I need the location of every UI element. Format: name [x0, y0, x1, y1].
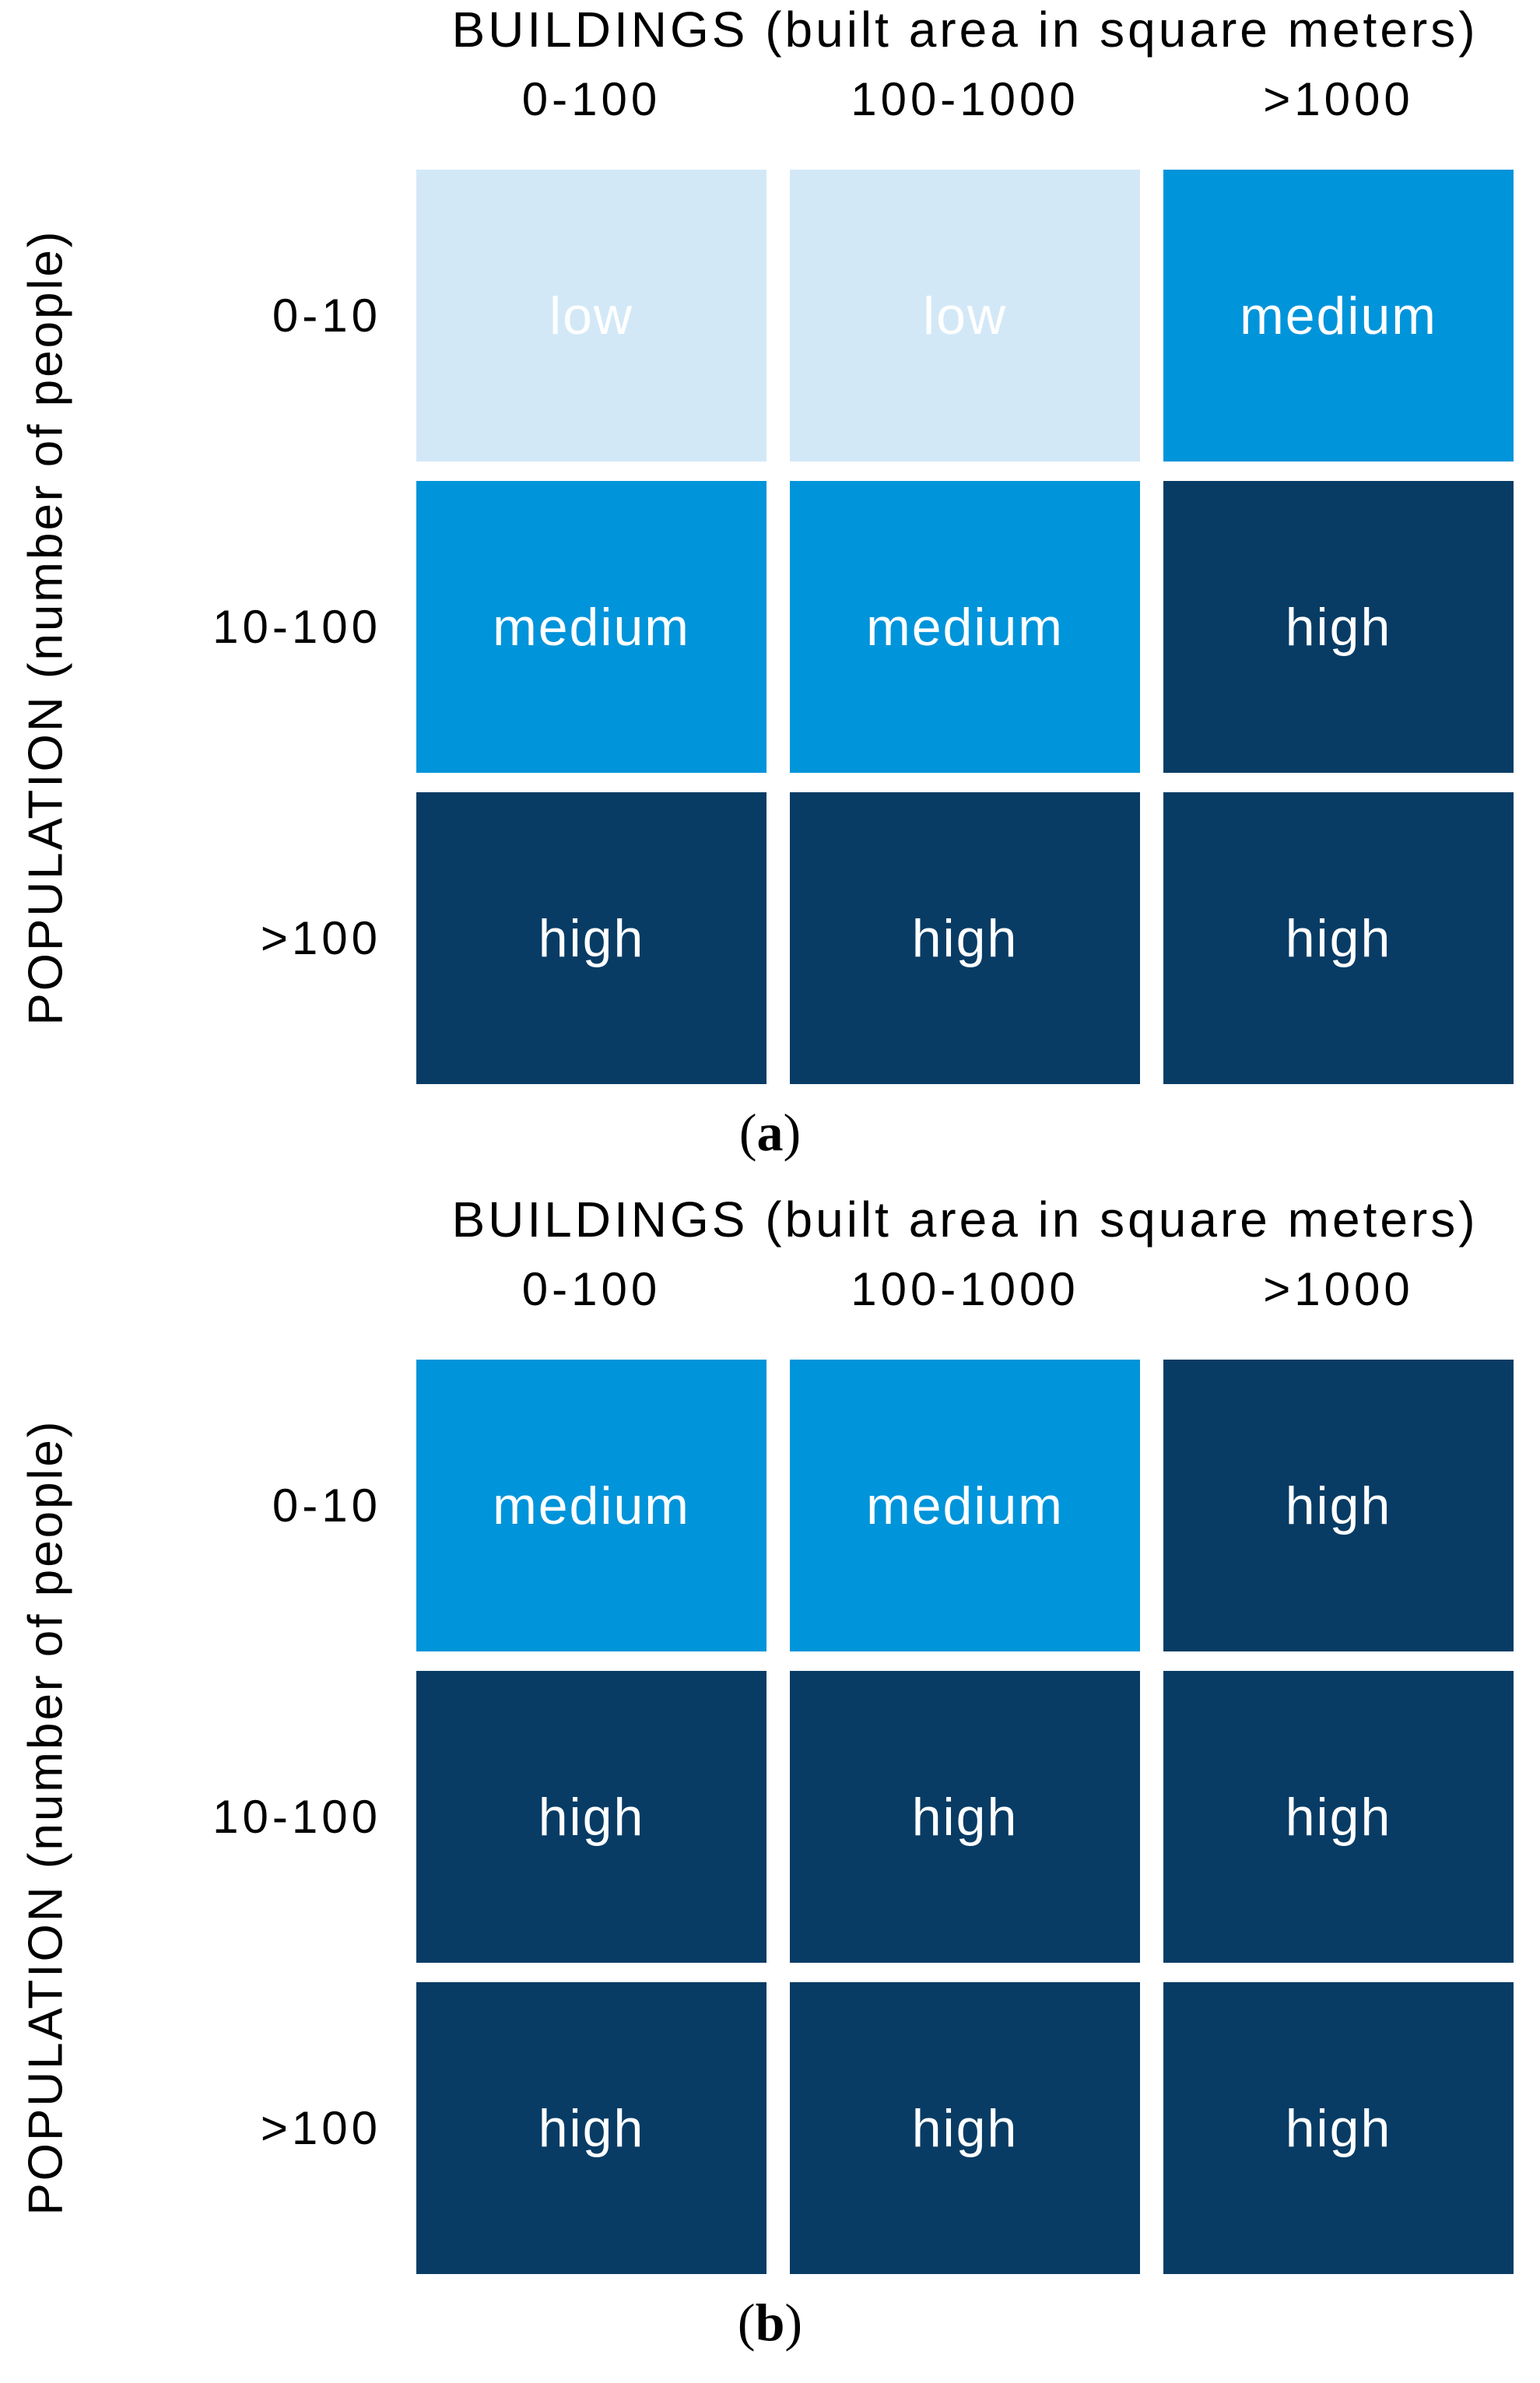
y-tick-label: 10-100 — [212, 1791, 381, 1843]
caption-letter: a — [756, 1103, 784, 1162]
panel-caption: (a) — [0, 1104, 1540, 1162]
risk-matrix: medium medium high high high high high h… — [416, 1360, 1514, 2274]
matrix-cell: high — [1163, 1360, 1514, 1651]
x-tick-label: >1000 — [1263, 1263, 1414, 1315]
risk-matrix: low low medium medium medium high high h… — [416, 170, 1514, 1084]
y-tick-label: 0-10 — [272, 290, 381, 342]
y-tick-label: 10-100 — [212, 601, 381, 653]
x-axis-title: BUILDINGS (built area in square meters) — [451, 1192, 1479, 1248]
matrix-cell: medium — [416, 481, 766, 773]
matrix-cell: high — [790, 792, 1140, 1084]
x-tick-label: 100-1000 — [851, 73, 1079, 125]
matrix-cell: high — [416, 1982, 766, 2274]
matrix-cell: high — [1163, 792, 1514, 1084]
matrix-cell: medium — [790, 1360, 1140, 1651]
x-axis-title: BUILDINGS (built area in square meters) — [451, 2, 1479, 58]
figure-panel-a: BUILDINGS (built area in square meters) … — [0, 0, 1540, 1190]
caption-paren-open: ( — [738, 1103, 757, 1162]
matrix-cell: high — [1163, 1671, 1514, 1963]
matrix-cell: high — [790, 1982, 1140, 2274]
y-tick-label: >100 — [260, 912, 381, 964]
x-tick-label: 0-100 — [521, 1263, 661, 1315]
matrix-cell: high — [416, 792, 766, 1084]
y-tick-label: >100 — [260, 2102, 381, 2154]
matrix-cell: low — [790, 170, 1140, 462]
x-tick-label: 100-1000 — [851, 1263, 1079, 1315]
matrix-cell: low — [416, 170, 766, 462]
caption-paren-close: ) — [784, 2293, 803, 2352]
matrix-cell: high — [1163, 481, 1514, 773]
caption-letter: b — [755, 2293, 785, 2352]
caption-paren-open: ( — [737, 2293, 756, 2352]
matrix-cell: high — [416, 1671, 766, 1963]
x-tick-label: 0-100 — [521, 73, 661, 125]
caption-paren-close: ) — [783, 1103, 802, 1162]
matrix-cell: high — [790, 1671, 1140, 1963]
matrix-cell: medium — [790, 481, 1140, 773]
panel-caption: (b) — [0, 2294, 1540, 2352]
matrix-cell: medium — [1163, 170, 1514, 462]
figure-panel-b: BUILDINGS (built area in square meters) … — [0, 1190, 1540, 2380]
x-tick-label: >1000 — [1263, 73, 1414, 125]
y-tick-label: 0-10 — [272, 1479, 381, 1532]
matrix-cell: medium — [416, 1360, 766, 1651]
matrix-cell: high — [1163, 1982, 1514, 2274]
